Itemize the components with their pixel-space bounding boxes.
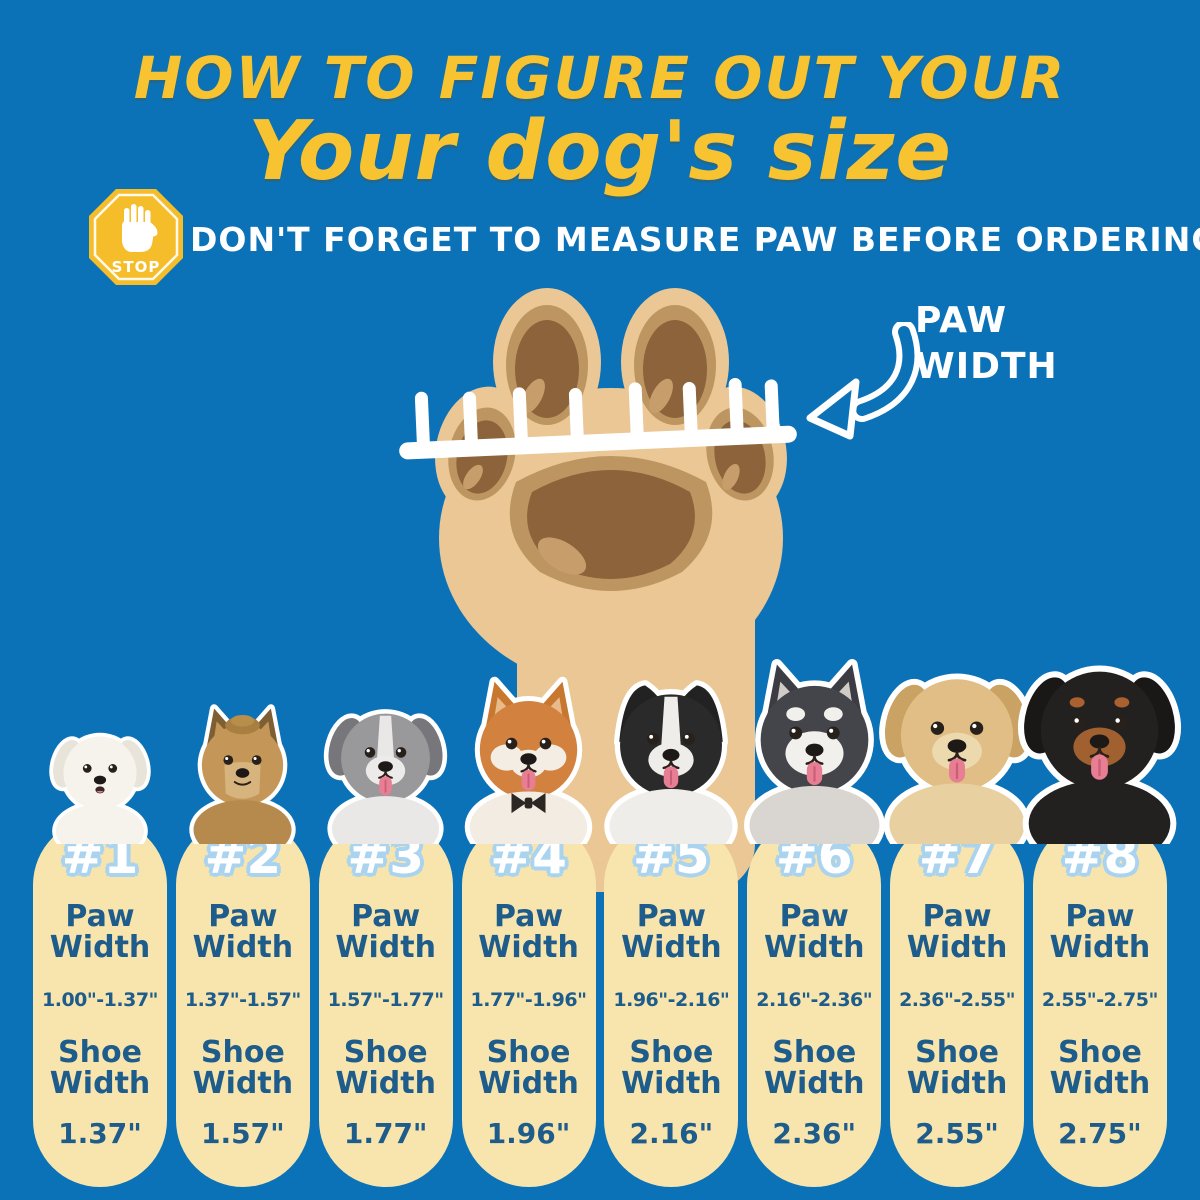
shoe-width-heading: Shoe Width (747, 1034, 881, 1102)
shoe-width-value: 2.75" (1058, 1117, 1142, 1151)
page-title-line1: HOW TO FIGURE OUT YOUR (133, 44, 1067, 112)
width-word: Width (906, 929, 1008, 965)
width-word: Width (1049, 929, 1151, 965)
size-column-1: #1 Paw Width 1.00"-1.37" Shoe Width 1.37… (33, 818, 167, 1187)
shoe-width-heading: Shoe Width (604, 1034, 738, 1102)
width-word: Width (478, 1066, 579, 1102)
dog-photo-shiba-inu (451, 674, 606, 868)
paw-width-label: PAW WIDTH (915, 298, 1058, 390)
dog-photo-husky (729, 656, 900, 871)
dog-photo-border-collie (590, 666, 752, 869)
stop-sign-icon: STOP (86, 186, 186, 292)
paw-width-heading: Paw Width (1033, 898, 1167, 965)
paw-width-heading: Paw Width (462, 898, 596, 965)
shoe-word: Shoe (915, 1034, 1000, 1070)
paw-word: Paw (65, 898, 135, 934)
hand-icon (122, 204, 158, 252)
paw-word: Paw (208, 898, 278, 934)
width-word: Width (335, 1066, 436, 1102)
shoe-width-value: 1.77" (343, 1117, 428, 1151)
paw-width-heading: Paw Width (747, 898, 881, 965)
shoe-width-heading: Shoe Width (319, 1034, 453, 1102)
dog-photo-yorkshire-terrier (178, 702, 307, 864)
shoe-width-heading: Shoe Width (462, 1034, 596, 1102)
shoe-width-value: 2.36" (772, 1117, 857, 1151)
shoe-width-heading: Shoe Width (33, 1034, 167, 1102)
paw-width-range: 1.96"-2.16" (613, 988, 730, 1011)
width-word: Width (1049, 1066, 1151, 1102)
paw-width-range: 2.55"-2.75" (1041, 988, 1158, 1011)
shoe-width-heading: Shoe Width (1033, 1034, 1167, 1102)
width-word: Width (335, 929, 436, 965)
page-title-line2: Your dog's size (248, 104, 952, 199)
size-column-8: #8 Paw Width 2.55"-2.75" Shoe Width 2.75… (1032, 818, 1167, 1187)
shoe-width-value: 1.37" (58, 1117, 142, 1151)
width-word: Width (763, 929, 865, 965)
shoe-width-heading: Shoe Width (176, 1034, 310, 1102)
shoe-word: Shoe (629, 1034, 714, 1070)
width-word: Width (192, 929, 294, 965)
paw-width-ruler (399, 378, 797, 460)
paw-width-heading: Paw Width (33, 898, 167, 965)
size-column-4: #4 Paw Width 1.77"-1.96" Shoe Width 1.96… (461, 818, 596, 1187)
shoe-word: Shoe (58, 1034, 142, 1070)
paw-width-range: 1.57"-1.77" (327, 988, 444, 1011)
size-column-7: #7 Paw Width 2.36"-2.55" Shoe Width 2.55… (890, 818, 1025, 1187)
dog-photo-bichon-frise (42, 716, 158, 862)
shoe-width-value: 1.96" (486, 1117, 571, 1151)
paw-width-heading: Paw Width (319, 898, 453, 965)
paw-width-label-line1: PAW (915, 300, 1008, 341)
width-word: Width (621, 929, 722, 965)
shoe-word: Shoe (772, 1034, 857, 1070)
size-column-5: #5 Paw Width 1.96"-2.16" Shoe Width 2.16… (604, 818, 739, 1187)
shoe-width-value: 1.57" (201, 1117, 285, 1151)
paw-width-heading: Paw Width (176, 898, 310, 965)
width-word: Width (478, 929, 579, 965)
paw-word: Paw (922, 898, 992, 934)
size-columns: #1 Paw Width 1.00"-1.37" Shoe Width 1.37… (0, 818, 1200, 1187)
width-word: Width (906, 1066, 1008, 1102)
paw-word: Paw (493, 898, 564, 934)
shoe-word: Shoe (1057, 1034, 1142, 1070)
paw-width-range: 1.37"-1.57" (184, 988, 301, 1011)
dog-photo-bearded-collie (315, 689, 456, 866)
shoe-word: Shoe (486, 1034, 571, 1070)
paw-word: Paw (636, 898, 706, 934)
paw-width-heading: Paw Width (604, 898, 738, 965)
paw-width-range: 2.36"-2.55" (899, 988, 1016, 1011)
paw-width-heading: Paw Width (890, 898, 1024, 965)
svg-text:STOP: STOP (112, 258, 161, 276)
dog-photo-rottweiler (1006, 639, 1193, 873)
width-word: Width (763, 1066, 865, 1102)
paw-width-label-line2: WIDTH (915, 346, 1058, 388)
width-word: Width (49, 1066, 151, 1102)
width-word: Width (621, 1066, 722, 1102)
paw-width-range: 1.77"-1.96" (470, 988, 587, 1011)
paw-word: Paw (351, 898, 421, 934)
width-word: Width (49, 929, 151, 965)
size-column-2: #2 Paw Width 1.37"-1.57" Shoe Width 1.57… (175, 818, 310, 1187)
shoe-word: Shoe (200, 1034, 285, 1070)
shoe-width-value: 2.55" (915, 1117, 999, 1151)
size-column-3: #3 Paw Width 1.57"-1.77" Shoe Width 1.77… (318, 818, 453, 1187)
paw-width-range: 2.16"-2.36" (756, 988, 873, 1011)
shoe-word: Shoe (343, 1034, 428, 1070)
paw-word: Paw (1065, 898, 1135, 934)
size-column-6: #6 Paw Width 2.16"-2.36" Shoe Width 2.36… (747, 818, 882, 1187)
width-word: Width (192, 1066, 294, 1102)
shoe-width-value: 2.16" (629, 1117, 714, 1151)
paw-width-range: 1.00"-1.37" (42, 988, 158, 1011)
curved-arrow-icon (806, 322, 921, 440)
paw-word: Paw (779, 898, 849, 934)
shoe-width-heading: Shoe Width (890, 1034, 1024, 1102)
subtitle-warning: DON'T FORGET TO MEASURE PAW BEFORE ORDER… (190, 220, 1200, 259)
